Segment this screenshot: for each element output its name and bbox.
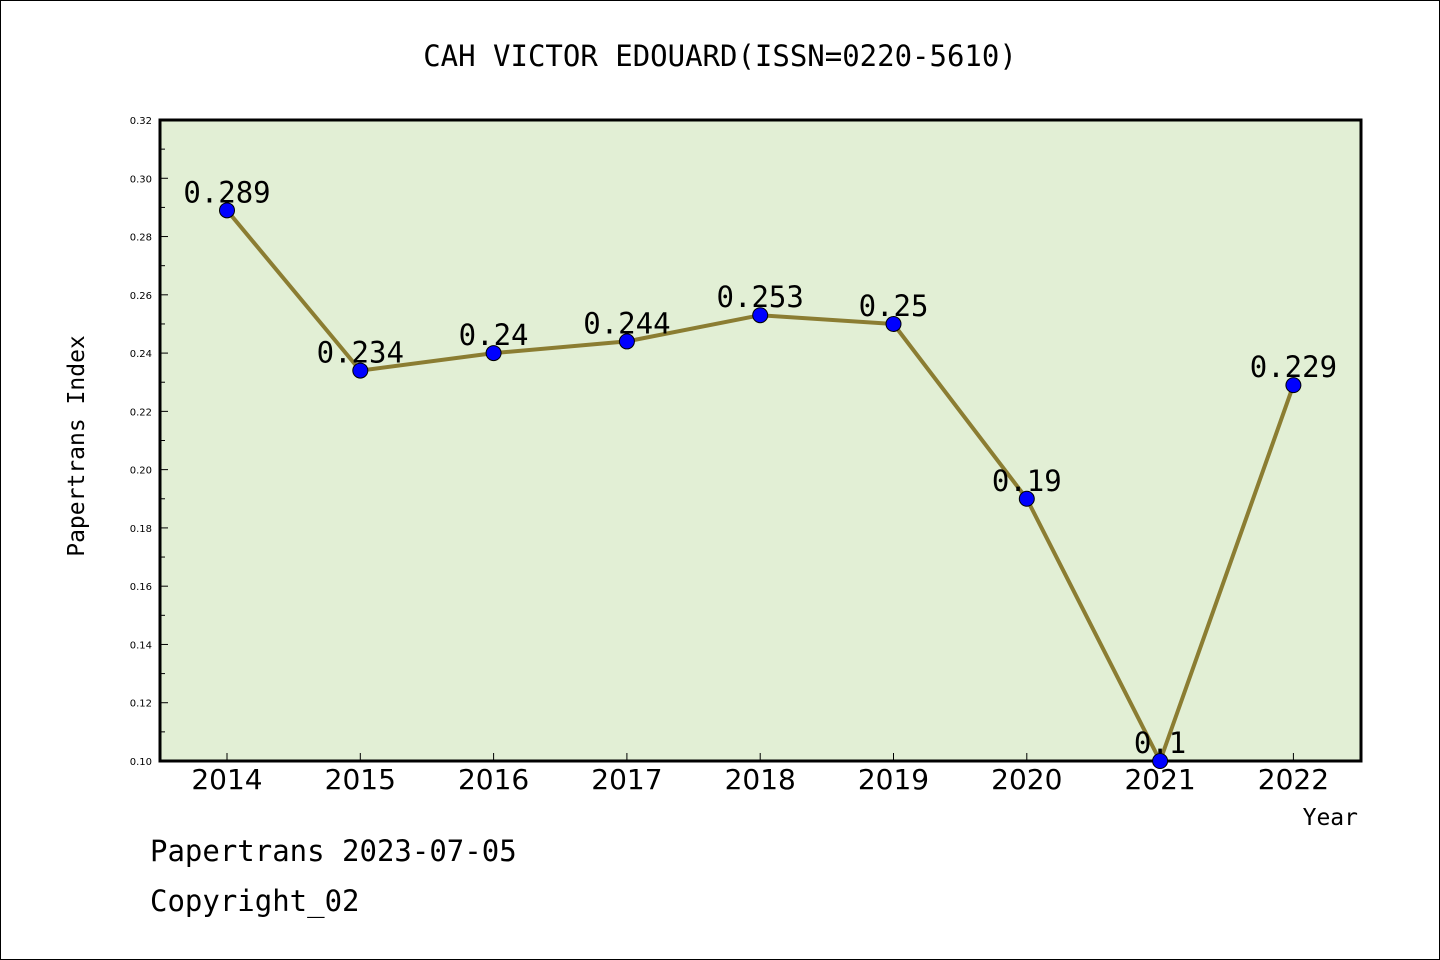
data-labels: 0.289 0.234 0.24 0.244 0.253 0.25 0.19 0.1 0.229 xyxy=(183,175,1337,760)
data-point-label: 0.289 xyxy=(183,175,270,209)
data-point-marker xyxy=(219,202,235,219)
x-tick-label: 2017 xyxy=(591,763,662,796)
y-tick-label: 0.30 xyxy=(130,174,152,185)
y-tick-label: 0.32 xyxy=(130,116,152,127)
y-axis-label: Papertrans Index xyxy=(64,335,90,557)
data-point-label: 0.24 xyxy=(459,318,529,352)
data-point-label: 0.244 xyxy=(583,306,670,340)
x-axis: 2014 2015 2016 2017 2018 2019 2020 2021 2022 xyxy=(191,753,1329,796)
data-point-label: 0.1 xyxy=(1134,726,1186,760)
y-tick-label: 0.16 xyxy=(130,582,152,593)
x-tick-label: 2020 xyxy=(991,763,1062,796)
y-tick-label: 0.26 xyxy=(130,291,152,302)
data-point-label: 0.19 xyxy=(992,464,1062,498)
data-point-marker xyxy=(885,315,902,332)
data-point-marker xyxy=(1285,377,1302,394)
footer-copyright: Copyright_02 xyxy=(150,884,360,918)
x-tick-label: 2022 xyxy=(1258,763,1329,796)
data-point-marker xyxy=(352,362,369,379)
y-tick-label: 0.14 xyxy=(130,640,152,651)
x-axis-label: Year xyxy=(1303,805,1358,831)
y-tick-label: 0.22 xyxy=(130,407,152,418)
y-axis: 0.10 0.12 0.14 0.16 0.18 0.20 0.22 0.24 0.26 0.28… xyxy=(130,116,168,768)
data-point-marker xyxy=(485,345,502,362)
data-point-label: 0.229 xyxy=(1250,350,1337,384)
x-tick-label: 2018 xyxy=(725,763,796,796)
y-tick-label: 0.20 xyxy=(130,466,152,477)
y-tick-label: 0.28 xyxy=(130,233,152,244)
y-tick-label: 0.18 xyxy=(130,524,152,535)
x-tick-label: 2014 xyxy=(191,763,262,796)
data-point-marker xyxy=(618,333,635,350)
chart-title: CAH VICTOR EDOUARD(ISSN=0220-5610) xyxy=(423,39,1017,73)
x-tick-label: 2015 xyxy=(325,763,396,796)
data-points xyxy=(219,202,1302,769)
data-point-marker xyxy=(752,307,769,324)
data-point-label: 0.253 xyxy=(717,280,804,314)
plot-area xyxy=(158,118,1363,763)
data-point-label: 0.234 xyxy=(317,336,404,370)
x-tick-label: 2016 xyxy=(458,763,529,796)
data-point-label: 0.25 xyxy=(859,289,929,323)
footer-date: Papertrans 2023-07-05 xyxy=(150,834,517,868)
y-tick-label: 0.10 xyxy=(130,757,152,768)
y-tick-label: 0.12 xyxy=(130,699,152,710)
x-tick-label: 2019 xyxy=(858,763,929,796)
data-point-marker xyxy=(1018,490,1035,507)
y-tick-label: 0.24 xyxy=(130,349,152,360)
data-point-marker xyxy=(1152,753,1169,769)
